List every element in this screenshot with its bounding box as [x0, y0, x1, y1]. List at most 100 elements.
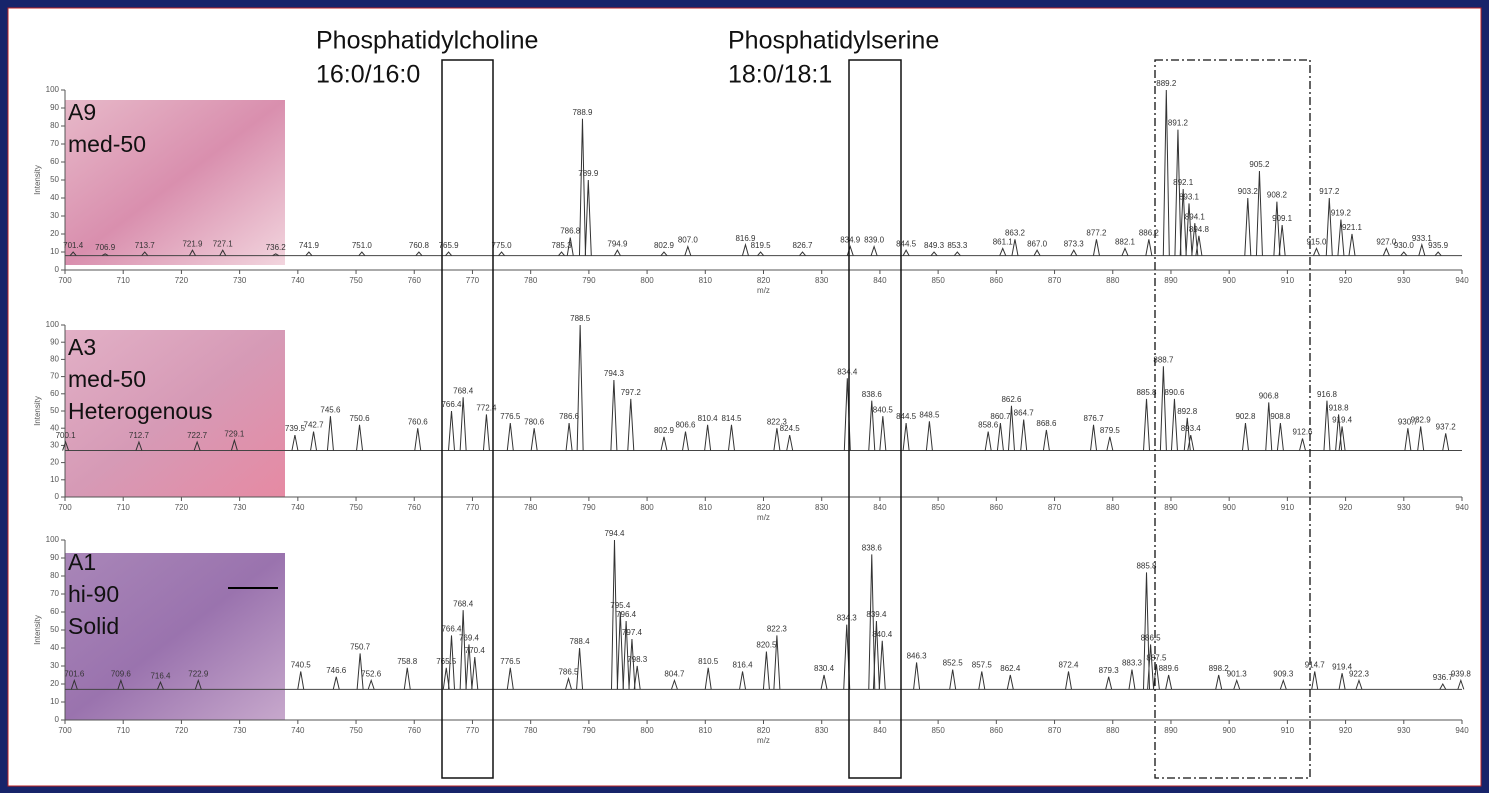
peak — [762, 651, 770, 690]
sample-label: med-50 — [68, 131, 146, 157]
peak — [1457, 678, 1465, 690]
y-tick-label: 70 — [50, 372, 59, 381]
x-axis-label: m/z — [757, 286, 770, 295]
peak-label: 937.2 — [1436, 422, 1457, 431]
peak-label: 872.4 — [1058, 661, 1079, 670]
peak-label: 786.8 — [560, 227, 581, 236]
peak-label: 862.6 — [1001, 395, 1022, 404]
peak — [925, 421, 933, 451]
peak — [465, 644, 473, 690]
peak — [820, 674, 828, 690]
peak-label: 820.5 — [756, 641, 777, 650]
peak-label: 885.8 — [1136, 562, 1157, 571]
x-tick-label: 760 — [408, 503, 422, 512]
peak-label: 826.7 — [792, 241, 813, 250]
y-tick-label: 90 — [50, 103, 59, 112]
peak — [558, 251, 565, 256]
peak — [1007, 405, 1015, 451]
y-tick-label: 100 — [46, 535, 60, 544]
peak — [660, 251, 668, 256]
x-tick-label: 930 — [1397, 503, 1411, 512]
x-tick-label: 870 — [1048, 276, 1062, 285]
peak-label: 834.9 — [840, 236, 861, 245]
y-tick-label: 80 — [50, 121, 59, 130]
peak — [610, 539, 618, 690]
x-tick-label: 760 — [408, 276, 422, 285]
peak-label: 794.3 — [604, 369, 625, 378]
peak-label: 758.8 — [397, 657, 418, 666]
peak — [902, 249, 910, 256]
y-tick-label: 30 — [50, 211, 59, 220]
peak-label: 909.3 — [1273, 670, 1294, 679]
peak-label: 713.7 — [135, 241, 156, 250]
x-tick-label: 750 — [349, 276, 363, 285]
peak — [565, 422, 573, 451]
x-tick-label: 720 — [175, 276, 189, 285]
peak-label: 902.8 — [1235, 412, 1256, 421]
peak — [1179, 188, 1187, 256]
y-tick-label: 80 — [50, 355, 59, 364]
peak — [1278, 224, 1286, 256]
x-axis-label: m/z — [757, 513, 770, 522]
x-tick-label: 920 — [1339, 503, 1353, 512]
peak — [1273, 201, 1281, 256]
x-tick-label: 720 — [175, 503, 189, 512]
peak-label: 789.9 — [578, 169, 599, 178]
peak — [442, 667, 450, 690]
peak — [414, 428, 422, 451]
peak — [305, 251, 313, 256]
peak-label: 739.5 — [285, 424, 306, 433]
peak-label: 879.5 — [1100, 426, 1121, 435]
x-tick-label: 780 — [524, 726, 538, 735]
peak — [727, 424, 735, 451]
peak-label: 794.4 — [604, 529, 625, 538]
peak-label: 915.0 — [1306, 238, 1327, 247]
peak-label: 788.5 — [570, 314, 591, 323]
y-tick-label: 50 — [50, 175, 59, 184]
peak-label: 867.0 — [1027, 239, 1048, 248]
peak — [498, 251, 505, 256]
peak-label: 890.6 — [1164, 388, 1185, 397]
x-tick-label: 740 — [291, 276, 305, 285]
sample-label: med-50 — [68, 366, 146, 392]
peak-label: 839.0 — [864, 236, 885, 245]
x-tick-label: 730 — [233, 276, 247, 285]
peak-label: 776.5 — [500, 412, 521, 421]
peak — [627, 398, 635, 451]
peak-label: 894.8 — [1189, 225, 1210, 234]
peak-label: 810.5 — [698, 657, 719, 666]
peak-label: 810.4 — [698, 414, 719, 423]
peak — [786, 434, 794, 451]
x-tick-label: 790 — [582, 726, 596, 735]
x-tick-label: 870 — [1048, 726, 1062, 735]
peak — [1187, 434, 1195, 451]
peak-label: 802.9 — [654, 241, 675, 250]
peak — [930, 251, 938, 256]
x-tick-label: 830 — [815, 503, 829, 512]
peak — [471, 656, 479, 690]
y-tick-label: 90 — [50, 337, 59, 346]
peak — [613, 249, 621, 256]
peak — [193, 440, 201, 451]
x-tick-label: 730 — [233, 503, 247, 512]
peak — [1313, 247, 1320, 256]
peak — [1170, 398, 1178, 451]
peak — [878, 640, 886, 690]
peak-label: 729.1 — [224, 429, 245, 438]
peak-label: 857.5 — [972, 661, 993, 670]
peak — [1338, 426, 1346, 451]
x-tick-label: 880 — [1106, 726, 1120, 735]
y-tick-label: 100 — [46, 85, 60, 94]
peak-label: 709.6 — [111, 670, 132, 679]
peak-label: 760.6 — [408, 417, 429, 426]
peak — [1033, 249, 1041, 256]
peak-label: 796.4 — [616, 610, 637, 619]
y-tick-label: 0 — [55, 715, 60, 724]
peak — [101, 253, 109, 257]
x-tick-label: 910 — [1281, 276, 1295, 285]
peak-label: 889.6 — [1159, 664, 1180, 673]
sample-label: A9 — [68, 99, 96, 125]
